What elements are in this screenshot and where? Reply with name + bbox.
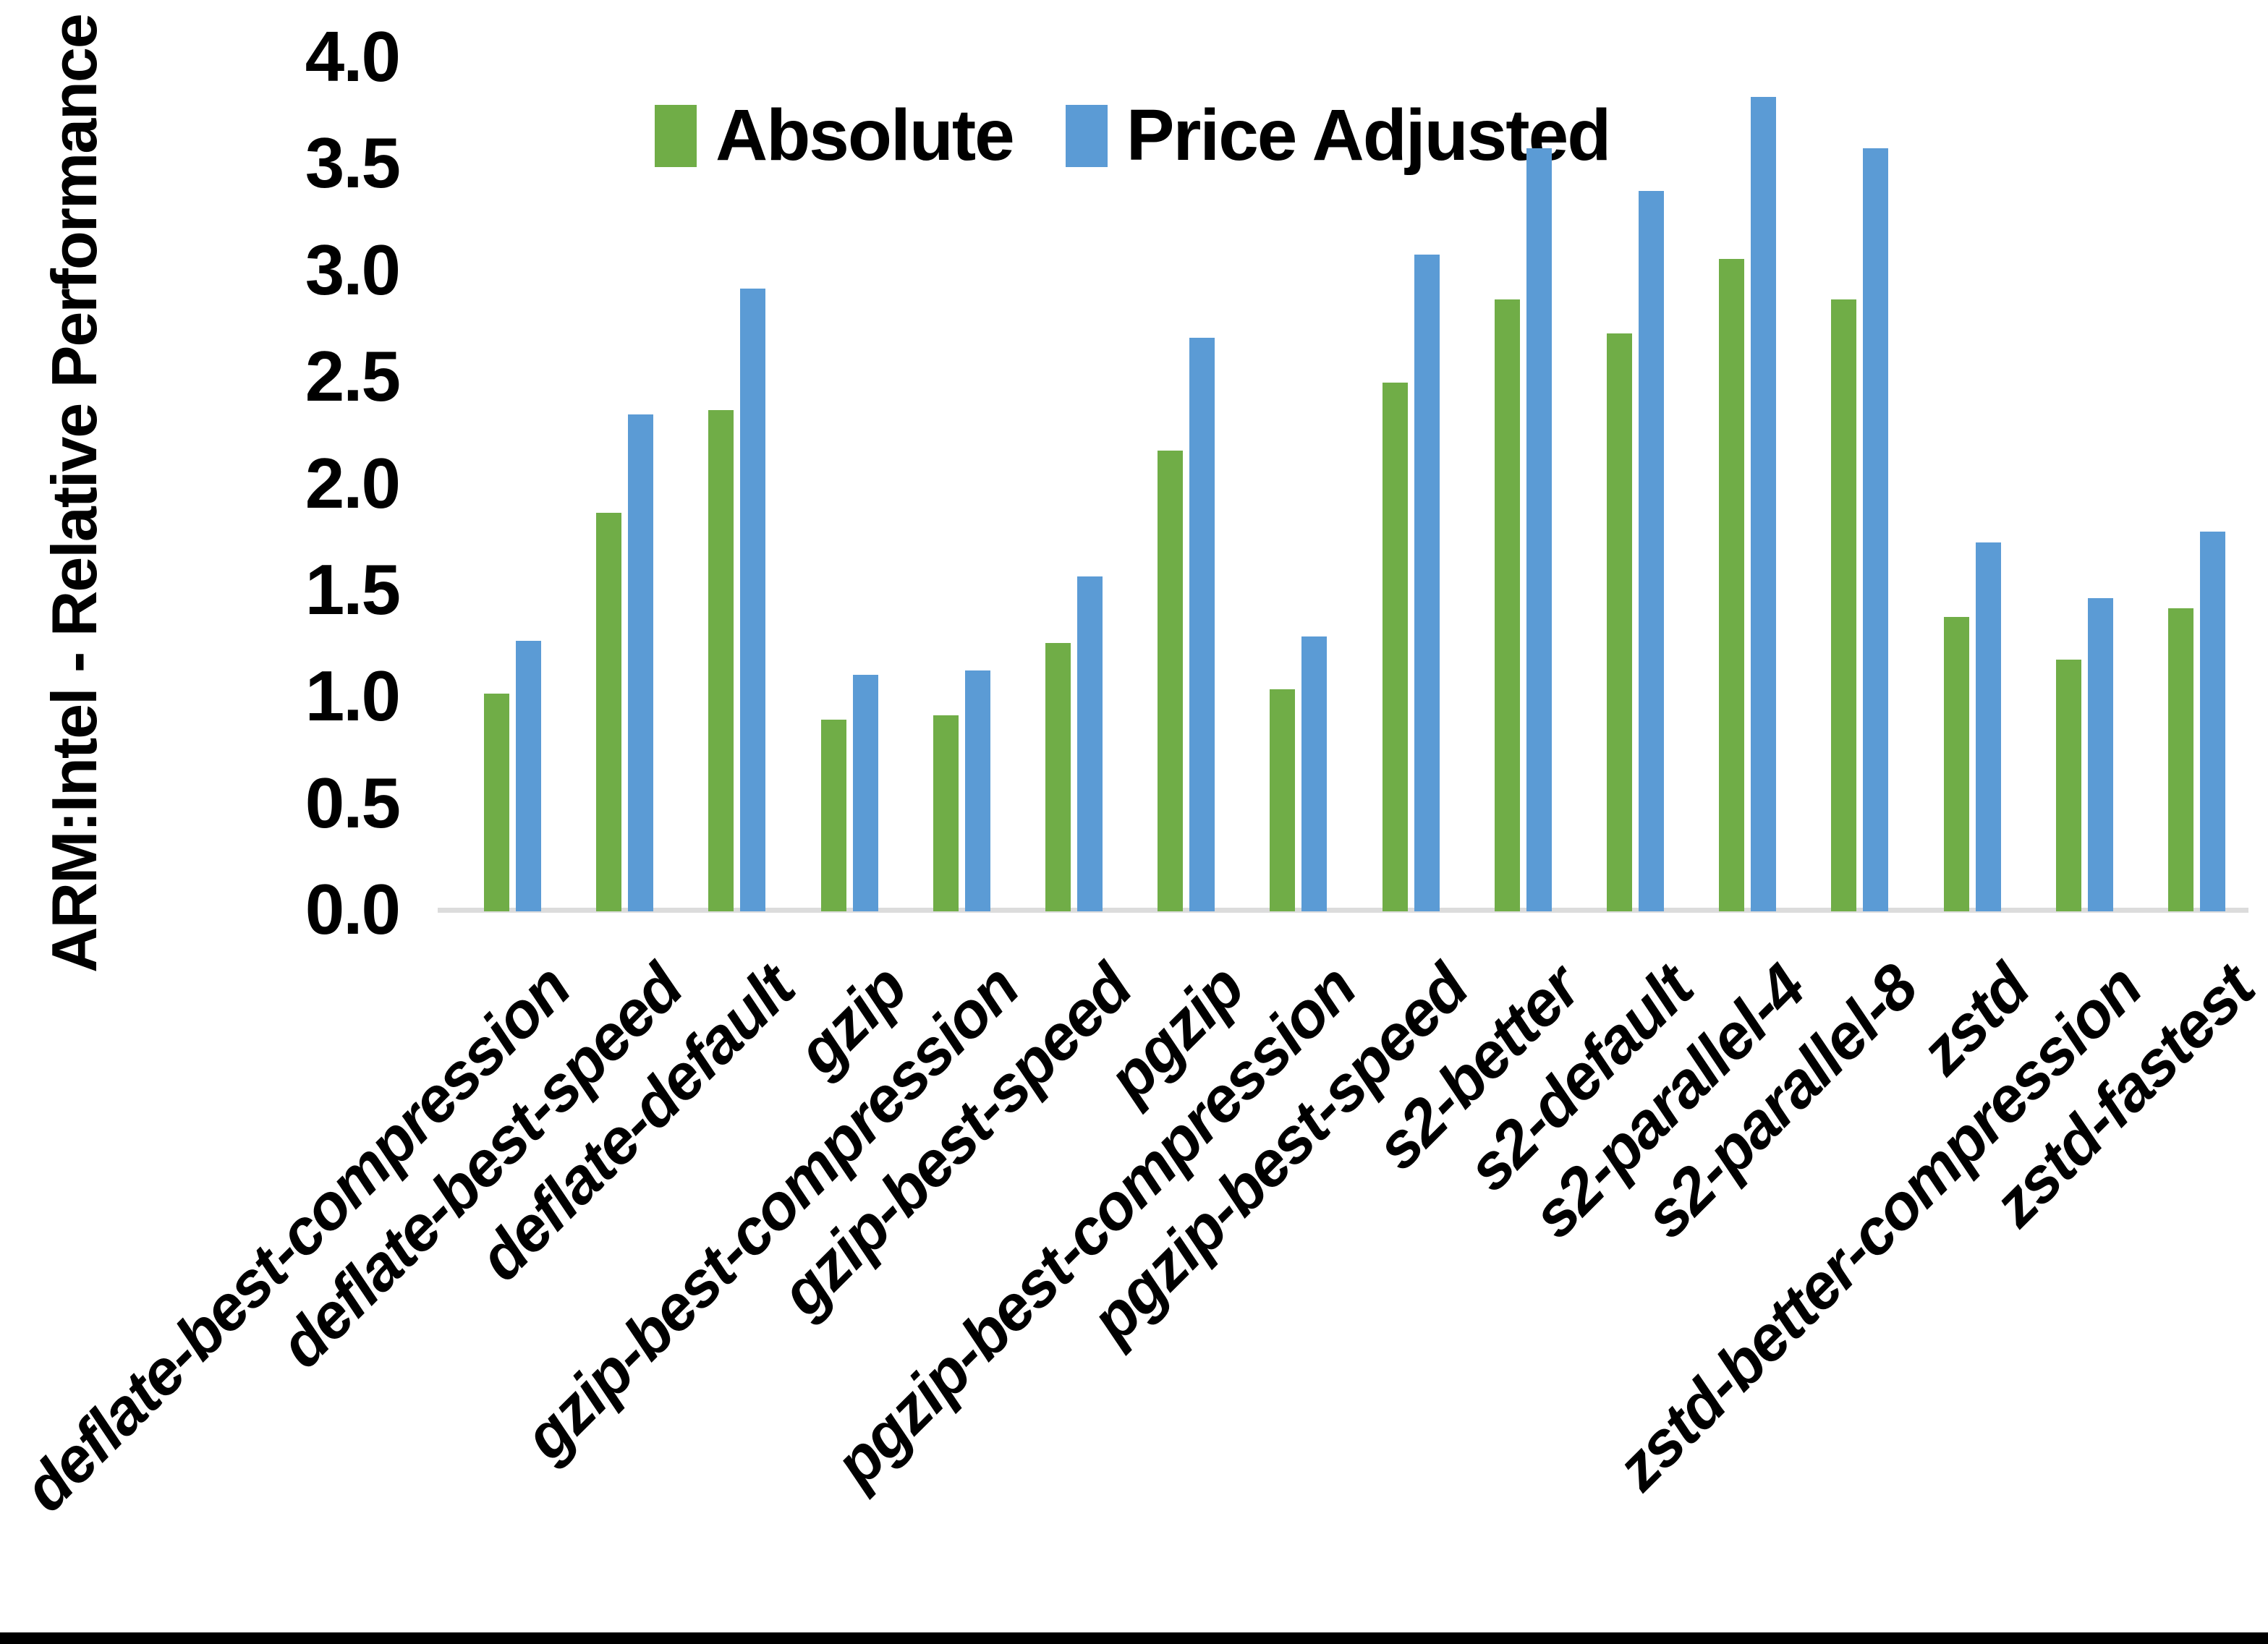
bar-absolute-gzip [820, 719, 846, 911]
legend: Absolute Price Adjusted [655, 94, 1611, 177]
bar-absolute-gzip-best-compression [933, 715, 959, 911]
bar-price-adjusted-gzip-best-speed [1077, 576, 1103, 911]
bar-absolute-zstd [1943, 617, 1969, 911]
bar-price-adjusted-s2-better [1526, 148, 1552, 911]
y-tick-label: 3.0 [305, 229, 401, 310]
bar-absolute-zstd-fastest [2168, 608, 2193, 911]
bar-price-adjusted-s2-parallel-8 [1863, 148, 1889, 911]
bar-absolute-s2-better [1494, 299, 1520, 911]
bar-absolute-pgzip [1158, 451, 1184, 911]
bar-absolute-s2-parallel-4 [1719, 259, 1745, 911]
bar-absolute-pgzip-best-speed [1382, 382, 1408, 911]
y-axis-title: ARM:Intel - Relative Performance [38, 14, 110, 973]
y-tick-label: 1.5 [305, 549, 401, 629]
bar-price-adjusted-gzip-best-compression [964, 670, 990, 911]
y-tick-label: 2.5 [305, 336, 401, 417]
y-tick-label: 0.5 [305, 762, 401, 843]
bar-price-adjusted-pgzip-best-speed [1414, 255, 1440, 911]
bar-absolute-s2-parallel-8 [1831, 299, 1857, 911]
bar-price-adjusted-zstd-better-compression [2087, 597, 2113, 911]
bar-price-adjusted-s2-default [1639, 190, 1664, 911]
bar-price-adjusted-deflate-best-compression [516, 640, 541, 911]
bar-absolute-zstd-better-compression [2055, 660, 2081, 911]
bottom-border [0, 1632, 2268, 1644]
bar-absolute-s2-default [1607, 333, 1632, 911]
bar-absolute-deflate-best-speed [596, 512, 622, 911]
y-tick-label: 3.5 [305, 123, 401, 203]
bar-absolute-deflate-default [708, 410, 734, 911]
bar-price-adjusted-zstd [1975, 542, 2001, 911]
legend-item: Absolute [655, 94, 1015, 177]
y-tick-label: 4.0 [305, 17, 401, 96]
bar-price-adjusted-s2-parallel-4 [1751, 97, 1777, 911]
legend-label: Absolute [715, 95, 1015, 176]
y-tick-label: 1.0 [305, 656, 401, 736]
bar-price-adjusted-deflate-default [740, 289, 766, 911]
bar-absolute-pgzip-best-compression [1270, 689, 1296, 911]
bar-absolute-deflate-best-compression [484, 694, 509, 911]
bar-price-adjusted-pgzip-best-compression [1301, 636, 1328, 911]
bar-price-adjusted-deflate-best-speed [628, 414, 654, 911]
bar-absolute-gzip-best-speed [1045, 642, 1071, 911]
legend-swatch-icon [655, 104, 697, 167]
bar-price-adjusted-zstd-fastest [2200, 532, 2225, 911]
y-tick-label: 0.0 [305, 869, 401, 949]
legend-swatch-icon [1065, 104, 1108, 167]
y-tick-label: 2.0 [305, 443, 401, 523]
bar-price-adjusted-pgzip [1189, 338, 1215, 911]
x-axis-line [438, 908, 2248, 913]
bar-price-adjusted-gzip [852, 674, 878, 911]
